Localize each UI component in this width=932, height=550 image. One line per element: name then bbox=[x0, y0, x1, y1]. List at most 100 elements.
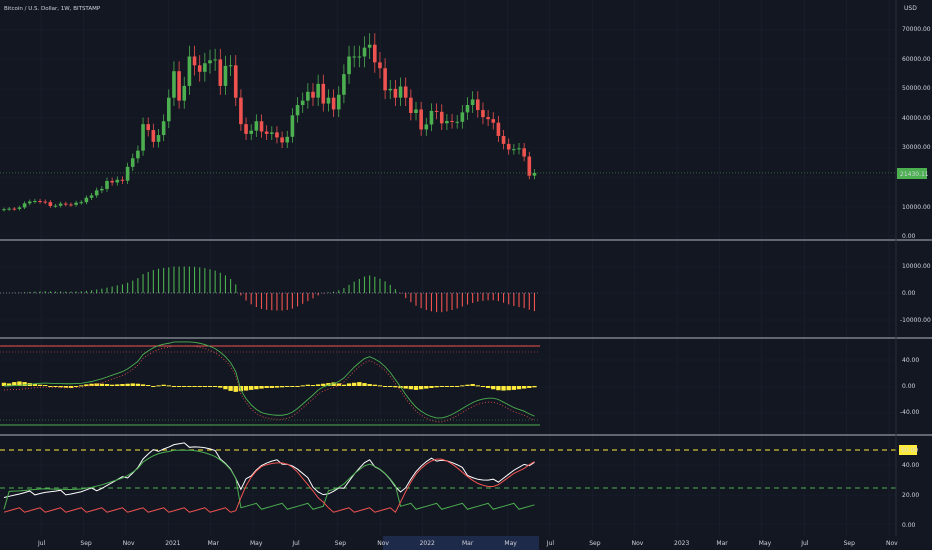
candle-body bbox=[182, 85, 187, 101]
candle-body bbox=[414, 109, 418, 113]
marker-badge bbox=[899, 445, 917, 455]
oscillator-bar bbox=[140, 384, 146, 386]
candle-body bbox=[79, 202, 84, 204]
candle-body bbox=[213, 59, 217, 61]
candle-body bbox=[398, 86, 403, 98]
oscillator-bar bbox=[511, 386, 517, 390]
oscillator-bar bbox=[192, 386, 197, 387]
time-tick: Mar bbox=[208, 540, 220, 547]
macd-pane[interactable] bbox=[0, 266, 540, 313]
time-axis[interactable]: Jul Sep Nov 2021 Mar May Jul Sep Nov 2022 Mar May Ju… bbox=[37, 540, 898, 547]
price-tick: 50000.00 bbox=[902, 85, 931, 92]
candle-body bbox=[69, 204, 73, 206]
candle-body bbox=[403, 86, 408, 98]
oscillator-bar bbox=[104, 384, 110, 386]
candle-body bbox=[506, 143, 511, 150]
oscillator-bar bbox=[418, 386, 424, 390]
candle-body bbox=[383, 68, 387, 91]
candle-body bbox=[125, 166, 130, 181]
oscillator-bar bbox=[480, 386, 486, 387]
candle-body bbox=[27, 201, 32, 204]
time-tick: Nov bbox=[632, 540, 644, 547]
candle-body bbox=[306, 91, 310, 101]
adx-pane[interactable] bbox=[0, 442, 896, 513]
candle-body bbox=[254, 121, 259, 131]
candle-body bbox=[187, 56, 192, 86]
adx-tick: 20.00 bbox=[902, 492, 919, 499]
osc-tick: 40.00 bbox=[902, 357, 919, 364]
oscillator-bar bbox=[393, 386, 398, 388]
candle-body bbox=[228, 65, 233, 67]
candle-body bbox=[476, 99, 480, 111]
candle-body bbox=[177, 71, 181, 101]
price-tick: 0.00 bbox=[902, 233, 916, 240]
oscillator-bar bbox=[94, 383, 99, 386]
oscillator-bar bbox=[357, 382, 362, 386]
oscillator-bar bbox=[491, 386, 496, 390]
candle-body bbox=[367, 44, 372, 48]
oscillator-bar bbox=[1, 382, 7, 386]
oscillator-bar bbox=[73, 386, 79, 387]
adx-tick: 40.00 bbox=[902, 462, 919, 469]
macd-tick: 10000.00 bbox=[902, 263, 931, 270]
candle-body bbox=[17, 207, 22, 209]
marker-value: 50.00 bbox=[901, 447, 918, 454]
candle-body bbox=[280, 137, 284, 143]
candle-body bbox=[94, 190, 99, 196]
oscillator-bar bbox=[516, 386, 522, 390]
time-tick: Jul bbox=[546, 540, 555, 547]
candle-body bbox=[439, 111, 444, 124]
candle-body bbox=[373, 44, 377, 63]
minus-di-line bbox=[3, 458, 535, 513]
candle-body bbox=[460, 112, 465, 122]
candle-body bbox=[409, 97, 413, 113]
oscillator-bar bbox=[527, 386, 532, 388]
candle-body bbox=[197, 65, 202, 72]
oscillator-bar bbox=[310, 385, 316, 387]
candle-body bbox=[275, 132, 279, 138]
candle-body bbox=[316, 83, 320, 98]
candle-body bbox=[290, 115, 295, 137]
candle-body bbox=[295, 105, 300, 116]
oscillator-bar bbox=[403, 386, 408, 389]
candle-body bbox=[450, 120, 454, 122]
candle-body bbox=[352, 56, 356, 58]
osc-tick: 0.00 bbox=[902, 383, 916, 390]
oscillator-bar bbox=[125, 383, 130, 386]
oscillator-bar bbox=[207, 386, 213, 387]
candle-body bbox=[434, 110, 439, 112]
candle-body bbox=[342, 74, 346, 95]
oscillator-bar bbox=[315, 384, 321, 386]
oscillator-pane[interactable] bbox=[0, 341, 540, 426]
candle-body bbox=[486, 117, 490, 120]
time-tick: Sep bbox=[589, 540, 601, 547]
candle-body bbox=[496, 122, 501, 136]
price-pane[interactable] bbox=[0, 33, 896, 212]
adx-tick: 0.00 bbox=[902, 522, 916, 529]
oscillator-bar bbox=[161, 384, 166, 386]
oscillator-bar bbox=[388, 386, 393, 387]
oscillator-bar bbox=[506, 386, 511, 391]
time-tick: May bbox=[504, 540, 517, 547]
osc-axis[interactable]: 40.00 0.00 -40.00 bbox=[900, 357, 920, 416]
time-tick: Nov bbox=[123, 540, 135, 547]
candle-body bbox=[161, 121, 166, 136]
candle-body bbox=[326, 97, 331, 104]
oscillator-bar bbox=[290, 386, 295, 387]
candle-body bbox=[12, 208, 17, 210]
macd-axis[interactable]: 10000.00 0.00 -10000.00 bbox=[900, 263, 931, 324]
candle-body bbox=[89, 195, 94, 198]
oscillator-bar bbox=[32, 384, 38, 386]
oscillator-bar bbox=[53, 386, 58, 387]
oscillator-bar bbox=[135, 383, 141, 386]
price-axis[interactable]: 70000.00 60000.00 50000.00 40000.00 3000… bbox=[902, 26, 931, 240]
candle-body bbox=[151, 130, 156, 142]
candle-body bbox=[64, 203, 68, 205]
candle-body bbox=[393, 88, 398, 98]
oscillator-bar bbox=[156, 385, 161, 387]
oscillator-bar bbox=[166, 385, 171, 387]
adx-axis[interactable]: 50.00 40.00 20.00 0.00 bbox=[899, 445, 919, 529]
oscillator-bar bbox=[249, 386, 254, 390]
